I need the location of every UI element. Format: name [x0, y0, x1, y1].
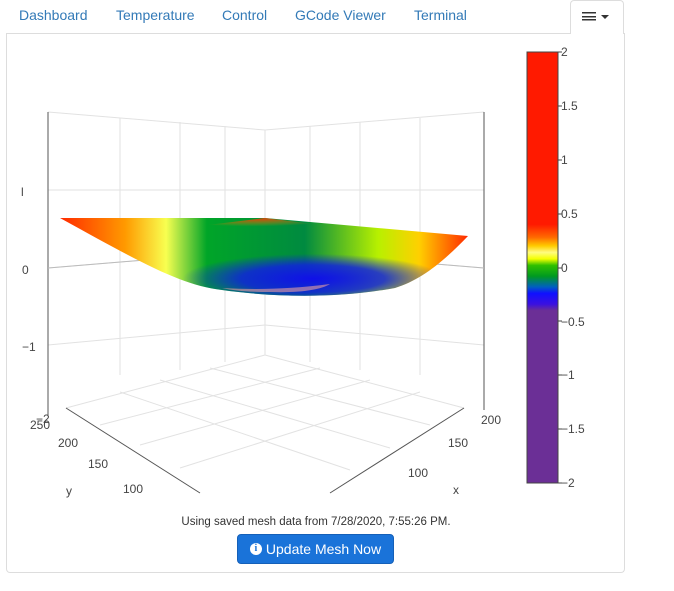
colorbar-tick-2: 2: [561, 45, 568, 59]
colorbar-tick-minus-0-5: −0.5: [561, 315, 585, 329]
x-axis-label: x: [453, 483, 459, 497]
colorbar-tick-1-5: 1.5: [561, 99, 578, 113]
menu-dropdown-tab[interactable]: [570, 0, 624, 34]
colorbar-tick-1: 1: [561, 153, 568, 167]
tab-temperature[interactable]: Temperature: [116, 7, 195, 23]
y-tick-100: 100: [123, 482, 143, 496]
y-tick-250: 250: [30, 418, 50, 432]
y-axis-label: y: [66, 484, 72, 498]
tabs-divider: [6, 33, 570, 34]
colorbar-tick-0-5: 0.5: [561, 207, 578, 221]
x-tick-200: 200: [481, 413, 501, 427]
bed-mesh-panel: [6, 33, 625, 573]
x-tick-100: 100: [408, 466, 428, 480]
colorbar-tick-minus-1: −1: [561, 368, 575, 382]
bed-mesh-3d-plot[interactable]: l 0 −1 −2 250 200 150 100 y 200 150 100 …: [0, 0, 674, 520]
tab-terminal[interactable]: Terminal: [414, 7, 467, 23]
tab-dashboard[interactable]: Dashboard: [19, 7, 88, 23]
caret-down-icon: [601, 15, 609, 19]
y-tick-150: 150: [88, 457, 108, 471]
colorbar-tick-0: 0: [561, 261, 568, 275]
nav-tabs: Dashboard Temperature Control GCode View…: [0, 0, 674, 34]
colorbar-tick-minus-1-5: −1.5: [561, 422, 585, 436]
update-mesh-button-label: Update Mesh Now: [265, 541, 382, 557]
info-circle-icon: i: [249, 543, 262, 555]
colorbar-ticks: [558, 51, 562, 484]
colorbar-tick-minus-2: −2: [561, 476, 575, 490]
plot-axes: [47, 112, 485, 494]
tab-control[interactable]: Control: [222, 7, 268, 23]
z-tick-minus2: −2: [36, 412, 50, 426]
x-tick-150: 150: [448, 436, 468, 450]
z-axis-label: l: [21, 185, 24, 199]
mesh-surface: [60, 218, 468, 296]
z-tick-minus1: −1: [22, 340, 36, 354]
colorbar: [526, 51, 559, 484]
update-mesh-button[interactable]: i Update Mesh Now: [237, 534, 394, 564]
z-tick-0: 0: [22, 263, 29, 277]
y-tick-200: 200: [58, 436, 78, 450]
hamburger-menu-icon: [582, 12, 596, 21]
tab-gcode-viewer[interactable]: GCode Viewer: [295, 7, 386, 23]
mesh-status-text: Using saved mesh data from 7/28/2020, 7:…: [181, 516, 451, 528]
